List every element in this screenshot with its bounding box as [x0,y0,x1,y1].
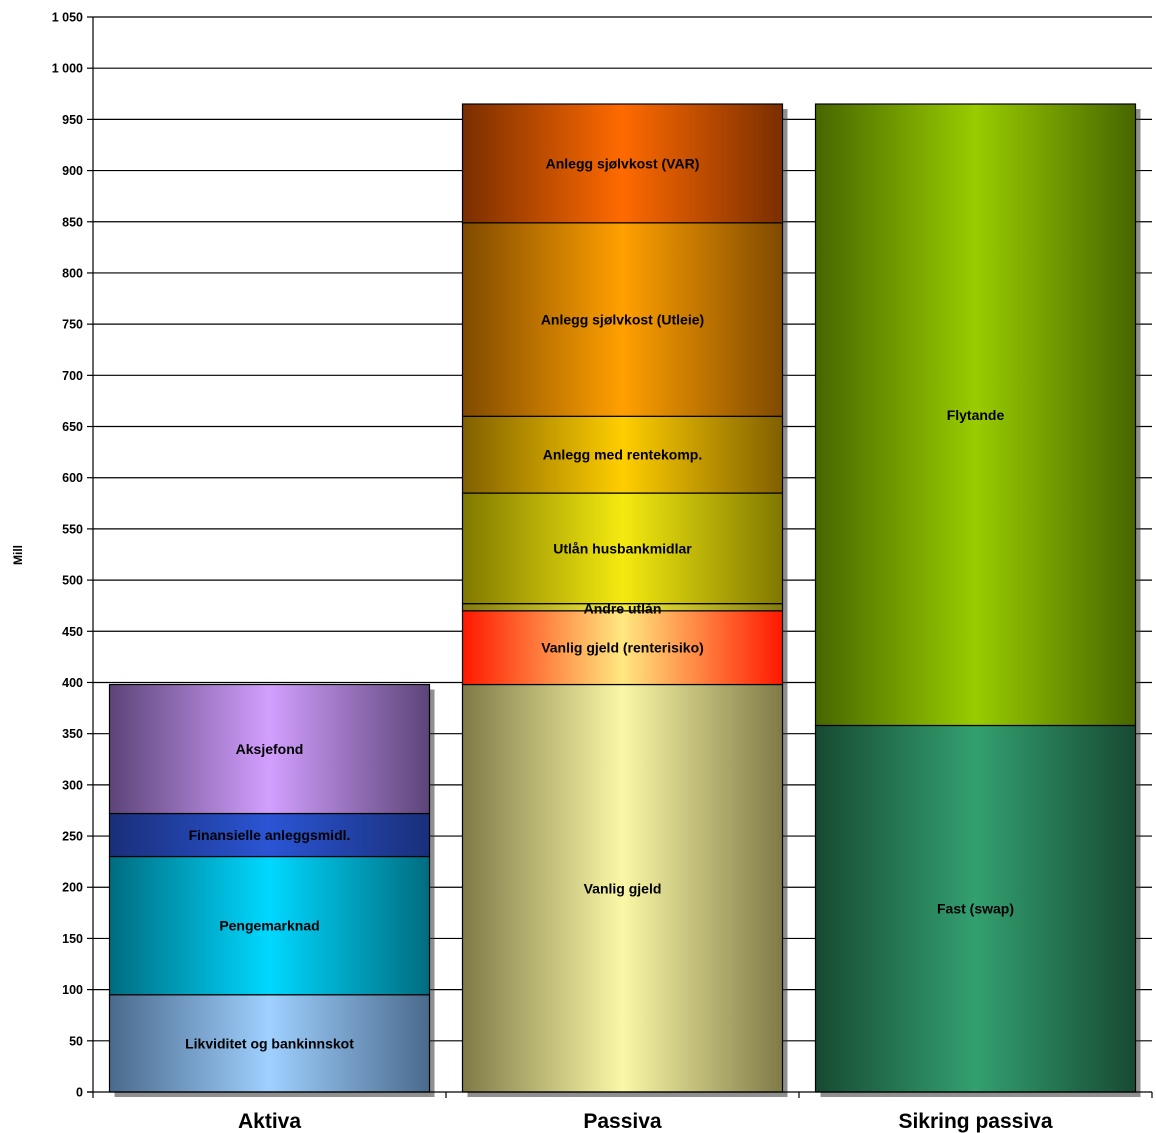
y-axis-title: Mill [11,545,25,565]
y-tick-label: 950 [62,113,83,127]
y-tick-label: 850 [62,215,83,229]
y-tick-label: 500 [62,574,83,588]
y-tick-label: 750 [62,318,83,332]
segment-label: Vanlig gjeld (renterisiko) [541,640,704,656]
y-tick-label: 800 [62,266,83,280]
bar-segment [461,492,784,605]
segment-label: Andre utlån [584,601,662,617]
bar-segment [461,222,784,417]
y-axis-ticks: 0 50 100 150 200 250 300 350 400 450 500 550 600 650 7… [52,11,93,1100]
y-tick-label: 350 [62,727,83,741]
bar-segment [108,812,431,858]
y-tick-label: 450 [62,625,83,639]
y-tick-label: 650 [62,420,83,434]
segment-label: Anlegg med rentekomp. [543,447,702,463]
segment-label: Finansielle anleggsmidl. [189,827,351,843]
x-axis-labels: Aktiva Passiva Sikring passiva [238,1110,1053,1133]
segment-label: Aksjefond [236,741,304,757]
y-tick-label: 150 [62,932,83,946]
y-tick-label: 50 [69,1034,83,1048]
y-tick-label: 1 050 [52,11,83,25]
y-tick-label: 0 [76,1086,83,1100]
segment-label: Pengemarknad [219,918,319,934]
y-tick-label: 550 [62,522,83,536]
segment-label: Anlegg sjølvkost (Utleie) [541,312,704,328]
bar-segment [814,103,1137,727]
segment-label: Likviditet og bankinnskot [185,1035,354,1051]
segment-label: Vanlig gjeld [584,880,662,896]
y-tick-label: 400 [62,676,83,690]
x-axis-ticks [92,1092,1153,1098]
y-tick-label: 700 [62,369,83,383]
bar-segment [108,683,431,815]
bar-segment [108,855,431,996]
x-category-label: Sikring passiva [898,1110,1052,1133]
y-tick-label: 250 [62,830,83,844]
bar-segment [461,415,784,494]
x-category-label: Aktiva [238,1110,301,1133]
y-tick-label: 900 [62,164,83,178]
x-category-label: Passiva [583,1110,662,1133]
y-tick-label: 200 [62,881,83,895]
y-tick-label: 100 [62,983,83,997]
y-tick-label: 1 000 [52,62,83,76]
y-tick-label: 300 [62,778,83,792]
segment-label: Flytande [947,407,1005,423]
segment-label: Anlegg sjølvkost (VAR) [546,155,700,171]
bar-segment [108,994,431,1093]
y-tick-label: 600 [62,471,83,485]
segment-label: Utlån husbankmidlar [553,540,692,556]
bar-segment [814,724,1137,1093]
bars: Likviditet og bankinnskot Pengemarknad Fin… [108,103,1141,1098]
bar-segment [461,103,784,224]
segment-label: Fast (swap) [937,901,1014,917]
